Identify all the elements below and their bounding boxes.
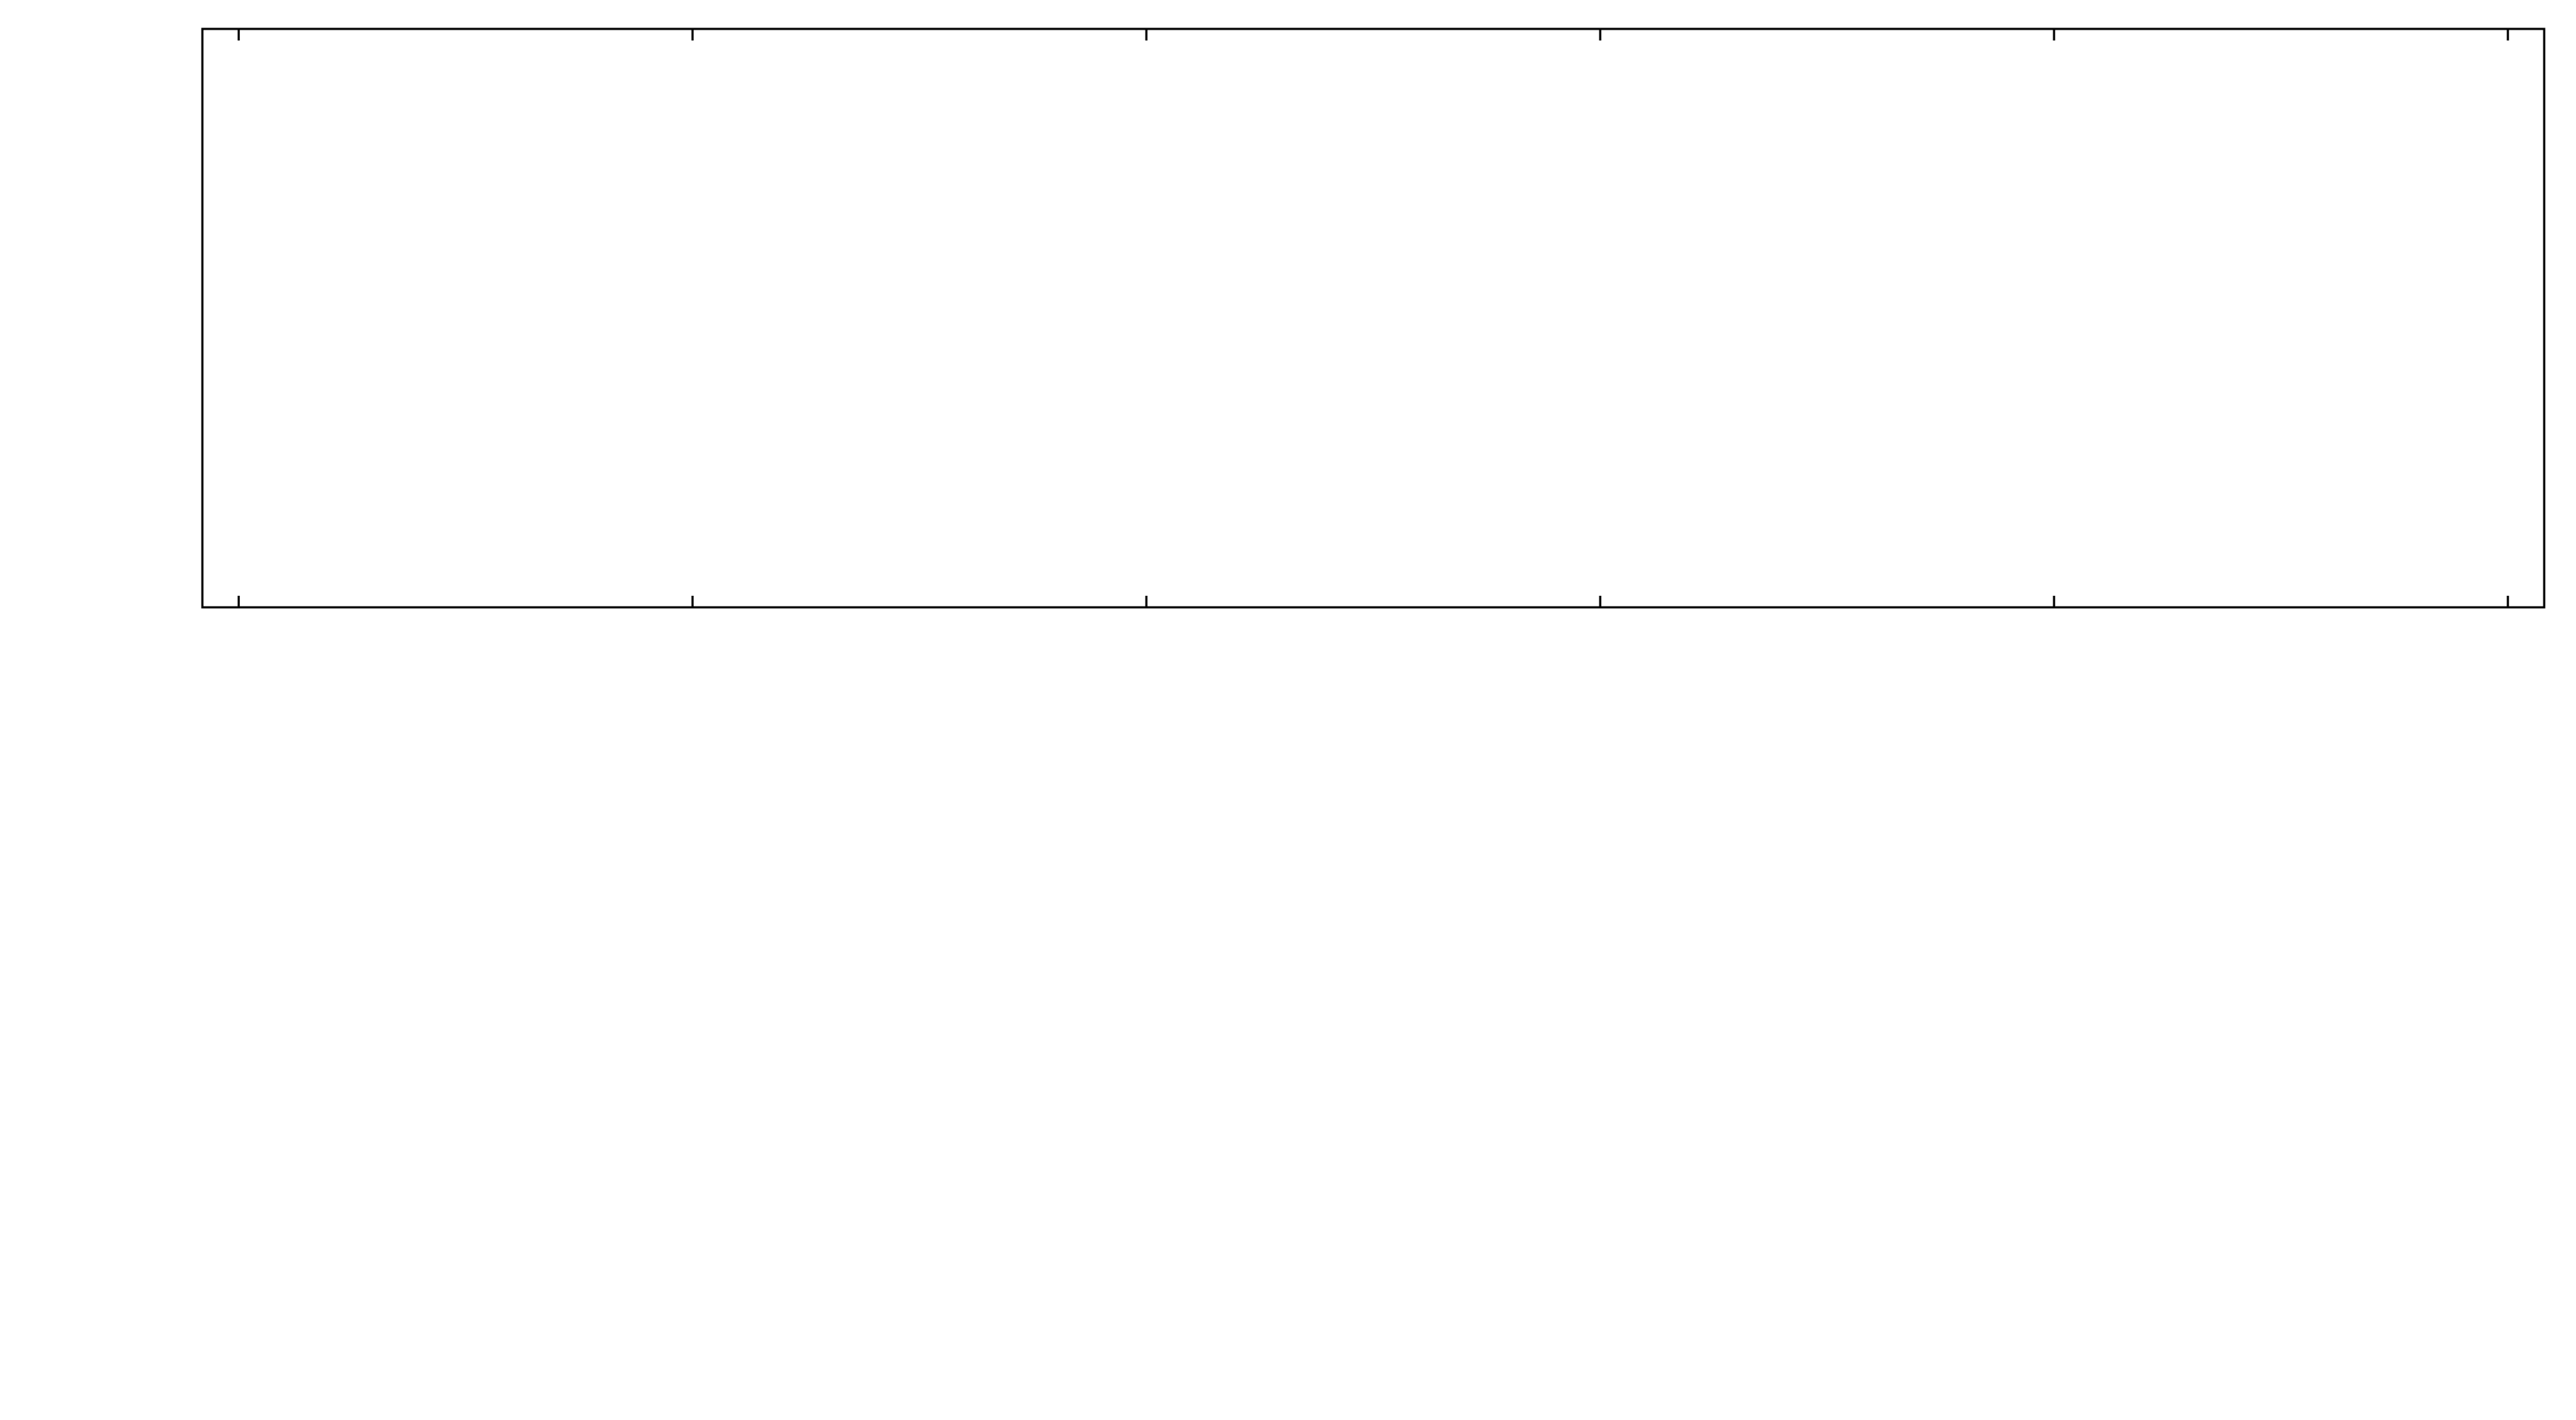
figure [0,0,2576,1420]
panel-a-spine [202,29,2544,607]
figure-svg [0,0,2576,1420]
